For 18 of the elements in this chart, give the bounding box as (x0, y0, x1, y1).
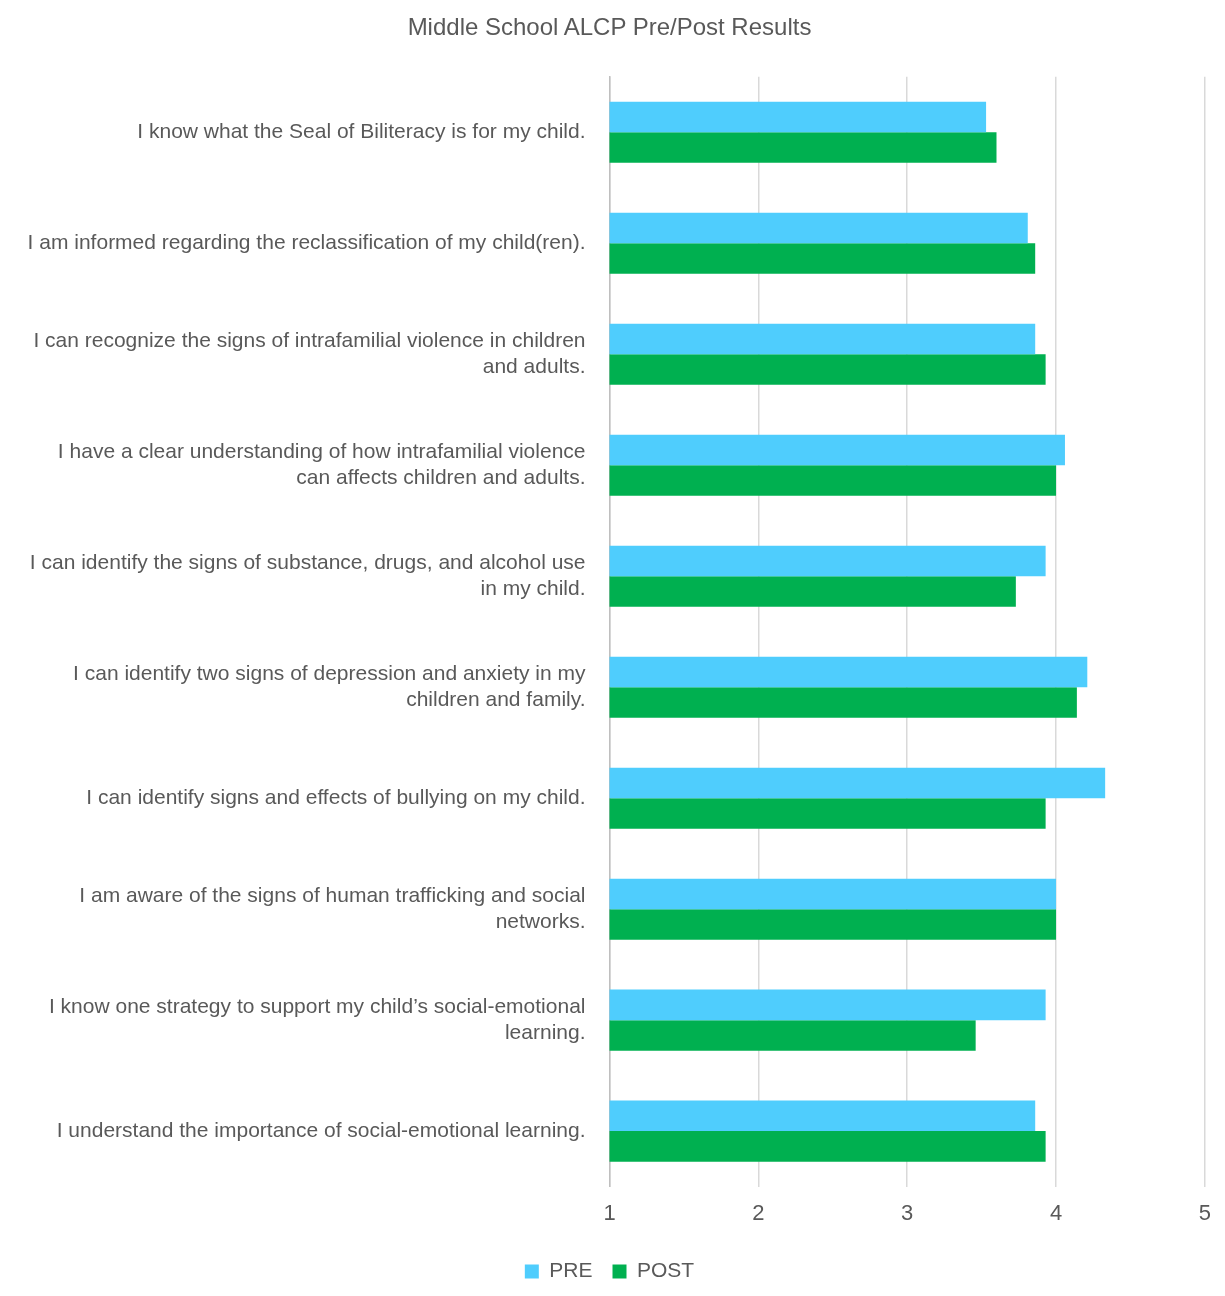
y-tick-label: I have a clear understanding of how intrafamilial violence can affects children and adults. (57, 439, 586, 488)
y-tick-label: I can recognize the signs of intrafamilial violence in children and adults. (33, 328, 586, 377)
y-tick-label: I am informed regarding the reclassification of my child(ren). (27, 230, 586, 254)
legend-label: PRE (549, 1258, 593, 1282)
y-tick-label: I know what the Seal of Biliteracy is for my child. (137, 119, 586, 143)
chart-title: Middle School ALCP Pre/Post Results (407, 13, 812, 41)
x-tick-label: 5 (1198, 1199, 1212, 1225)
y-tick-label: I am aware of the signs of human trafficking and social networks. (79, 883, 586, 932)
y-tick-label: I understand the importance of social-emotional learning. (56, 1117, 586, 1141)
y-tick-label: I can identify the signs of substance, drugs, and alcohol use in my child. (29, 550, 586, 599)
legend-label: POST (637, 1258, 695, 1282)
y-tick-label: I can identify two signs of depression and anxiety in my children and family. (73, 661, 586, 710)
y-tick-label: I know one strategy to support my child’s social-emotional learning. (48, 994, 586, 1043)
x-tick-label: 1 (603, 1199, 616, 1225)
x-tick-label: 4 (1049, 1199, 1063, 1225)
x-tick-label: 3 (901, 1199, 914, 1225)
y-tick-label: I can identify signs and effects of bullying on my child. (86, 784, 586, 808)
x-tick-label: 2 (752, 1199, 765, 1225)
